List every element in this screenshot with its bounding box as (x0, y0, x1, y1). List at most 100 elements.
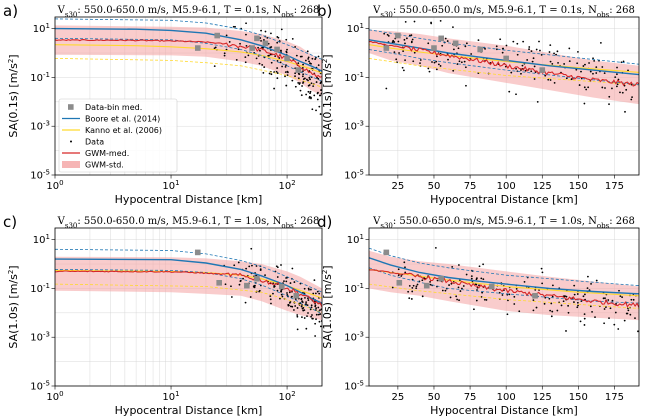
data-point (499, 38, 502, 41)
data-point (244, 301, 247, 304)
data-point (549, 44, 552, 46)
data-point (276, 36, 279, 38)
data-point (627, 69, 629, 72)
x-tick-label: 101 (162, 179, 179, 192)
data-point (320, 81, 322, 84)
data-point (573, 293, 576, 296)
data-point (245, 22, 247, 25)
legend-bin-median: Data-bin med. (68, 103, 142, 112)
x-tick-label: 25 (392, 181, 405, 192)
data-point (307, 90, 310, 93)
data-point (613, 323, 616, 326)
panel-title: Vs30: 550.0-650.0 m/s, M5.9-6.1, T = 0.1… (57, 5, 320, 19)
data-point (301, 316, 303, 318)
data-point (515, 288, 518, 290)
data-point (298, 83, 301, 85)
data-point (259, 269, 262, 271)
data-point (314, 304, 317, 307)
data-point (549, 60, 552, 63)
legend-kanno: Kanno et al. (2006) (62, 126, 162, 135)
data-point (412, 60, 415, 63)
data-point (532, 57, 535, 60)
data-point (397, 40, 400, 43)
data-point (235, 58, 238, 61)
panel-letter: d) (317, 213, 332, 231)
data-point (459, 290, 462, 292)
bin-median-marker (249, 45, 255, 51)
data-point (264, 30, 267, 33)
panel-b: 25 50 75 100 125 150 175 10-5 10-3 10-1 101 Hypocen… (317, 2, 640, 206)
data-point (283, 280, 285, 283)
data-point (320, 89, 322, 91)
data-point (548, 51, 551, 53)
data-point (308, 70, 311, 72)
kanno-std-line (55, 58, 322, 88)
data-point (595, 72, 598, 74)
data-point (603, 72, 606, 75)
data-point (520, 69, 522, 71)
data-point (313, 94, 316, 97)
data-point (318, 320, 321, 323)
data-point (397, 268, 400, 271)
data-point (482, 278, 485, 281)
legend-label: Boore et al. (2014) (85, 115, 160, 124)
data-point (607, 299, 610, 301)
data-point (214, 46, 217, 49)
data-point (541, 271, 544, 274)
data-point (293, 309, 295, 311)
data-point (532, 309, 535, 312)
gwm-std-band (369, 29, 639, 105)
data-point (495, 45, 498, 48)
data-point (308, 288, 310, 291)
data-point (501, 51, 504, 54)
data-point (307, 299, 310, 301)
data-point (305, 301, 308, 304)
data-point (550, 315, 553, 318)
data-point (313, 279, 316, 281)
data-point (317, 77, 320, 80)
y-axis-label: SA(0.1s) [m/s2] (7, 54, 20, 137)
legend: Data-bin med. Boore et al. (2014) Kanno et… (58, 98, 178, 173)
data-point (286, 74, 289, 77)
data-point (540, 53, 543, 56)
data-point (309, 62, 311, 65)
data-point (617, 328, 620, 330)
data-point (285, 280, 288, 283)
data-point (291, 79, 294, 82)
data-point (404, 271, 407, 274)
data-point (444, 37, 447, 40)
data-point (608, 103, 610, 106)
data-point (248, 265, 251, 268)
data-point (415, 287, 418, 290)
data-point (412, 284, 415, 287)
data-point (498, 291, 501, 294)
data-point (573, 284, 576, 287)
data-point (428, 70, 431, 73)
data-point (579, 320, 582, 323)
data-point (291, 37, 294, 40)
data-point (318, 105, 321, 108)
data-point (225, 34, 228, 37)
data-point (315, 81, 318, 83)
data-point (513, 295, 516, 298)
data-point (583, 324, 586, 326)
data-point (315, 307, 318, 310)
data-point (317, 64, 320, 67)
data-point (516, 53, 519, 56)
data-point (458, 60, 461, 63)
data-point (464, 66, 467, 69)
data-point (582, 295, 585, 298)
data-point (616, 83, 619, 86)
data-point (470, 53, 473, 55)
data-point (449, 296, 452, 299)
gwm-med-line (369, 269, 639, 308)
data-point (615, 302, 617, 305)
bin-median-marker (278, 283, 285, 290)
data-point (578, 84, 581, 86)
data-point (269, 295, 272, 298)
data-point (312, 317, 314, 320)
data-point (318, 292, 321, 295)
data-point (303, 317, 306, 319)
data-point (294, 305, 297, 307)
